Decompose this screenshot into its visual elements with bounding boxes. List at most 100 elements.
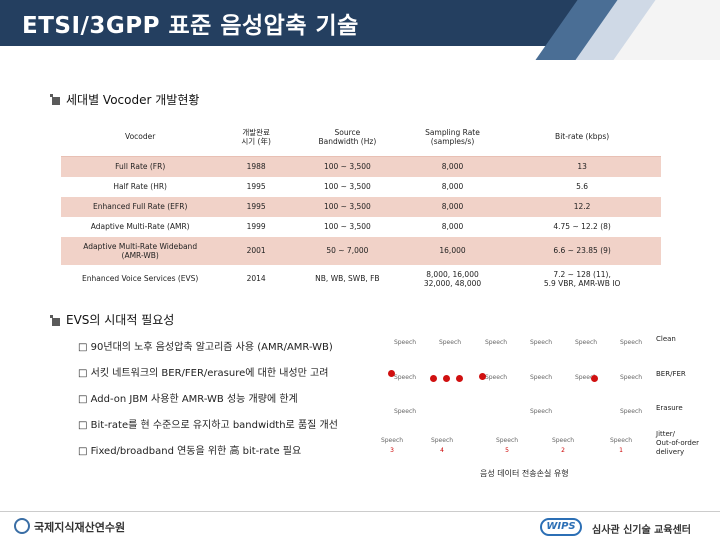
table-cell: 1999 xyxy=(246,222,266,232)
speech-packet: Speech xyxy=(529,339,553,346)
speech-packet: Speech xyxy=(393,339,417,346)
error-dot xyxy=(479,373,486,380)
speech-packet: Speech 4 xyxy=(422,437,462,454)
speech-packet: Speech xyxy=(484,339,508,346)
table-cell: 8,000 xyxy=(441,222,464,232)
vocoder-table: Vocoder 개발완료 시기 (年) Source Bandwidth (Hz… xyxy=(61,118,661,293)
speech-packet: Speech xyxy=(619,408,643,415)
evs-item-text: Bit-rate를 현 수준으로 유지하고 bandwidth로 품질 개선 xyxy=(90,420,338,431)
table-cell: Adaptive Multi-Rate (AMR) xyxy=(90,222,190,232)
table-cell: 12.2 xyxy=(503,197,661,217)
evs-item-text: 90년대의 노후 음성압축 알고리즘 사용 (AMR/AMR-WB) xyxy=(90,342,333,353)
section-title-evs: EVS의 시대적 필요성 xyxy=(66,313,175,327)
footer-org-name: 국제지식재산연수원 xyxy=(34,521,126,534)
table-cell: Enhanced Full Rate (EFR) xyxy=(61,197,220,217)
column-header: Vocoder xyxy=(61,118,220,157)
table-row: Full Rate (FR) 1988 100 ~ 3,500 8,000 13 xyxy=(61,156,661,177)
error-dot xyxy=(443,375,450,382)
speech-packet: Speech xyxy=(484,374,508,381)
speech-packet-label: Speech xyxy=(495,437,519,444)
column-header: Source Bandwidth (Hz) xyxy=(292,118,402,157)
speech-packet: Speech xyxy=(529,408,553,415)
speech-packet: Speech xyxy=(438,339,462,346)
table-cell: 13 xyxy=(503,156,661,177)
error-dot xyxy=(388,370,395,377)
diagram-caption: 음성 데이터 전송손실 유형 xyxy=(480,469,569,478)
column-header: Sampling Rate (samples/s) xyxy=(401,118,504,157)
table-cell: NB, WB, SWB, FB xyxy=(315,274,380,284)
bullet-icon xyxy=(50,315,60,326)
table-row: Half Rate (HR) 1995 100 ~ 3,500 8,000 5.… xyxy=(61,177,661,197)
evs-item-bullet: □ xyxy=(78,342,91,353)
table-row: Adaptive Multi-Rate (AMR) 1999 100 ~ 3,5… xyxy=(61,217,661,237)
error-dot xyxy=(456,375,463,382)
table-header-row: Vocoder 개발완료 시기 (年) Source Bandwidth (Hz… xyxy=(61,118,661,157)
evs-item-text: Add-on JBM 사용한 AMR-WB 성능 개량에 한계 xyxy=(90,394,298,405)
table-cell: 6.6 ~ 23.85 (9) xyxy=(503,237,661,265)
speech-packet: Speech xyxy=(574,339,598,346)
table-cell: 1995 xyxy=(246,182,266,192)
wips-logo: WIPS xyxy=(540,518,582,536)
row-label-jitter: Jitter/ Out-of-order delivery xyxy=(656,430,700,456)
column-header: 개발완료 시기 (年) xyxy=(219,118,293,157)
speech-packet: Speech 5 xyxy=(487,437,527,454)
evs-item-text: 서킷 네트워크의 BER/FER/erasure에 대한 내성만 고려 xyxy=(90,368,329,379)
table-cell: 7.2 ~ 128 (11), 5.9 VBR, AMR-WB IO xyxy=(543,269,621,288)
packet-order-number: 3 xyxy=(390,447,394,454)
speech-packet: Speech xyxy=(619,374,643,381)
table-cell: 8,000 xyxy=(401,197,504,217)
table-cell: 100 ~ 3,500 xyxy=(292,197,402,217)
row-label-erasure: Erasure xyxy=(656,404,683,412)
packet-order-number: 5 xyxy=(505,447,509,454)
table-cell: Adaptive Multi-Rate Wideband (AMR-WB) xyxy=(61,237,220,265)
table-row: Adaptive Multi-Rate Wideband (AMR-WB) 20… xyxy=(61,237,661,265)
speech-packet: Speech 3 xyxy=(372,437,412,454)
evs-item-bullet: □ xyxy=(78,368,91,379)
evs-item-text: Fixed/broadband 연동을 위한 高 bit-rate 필요 xyxy=(90,446,302,457)
column-header: Bit-rate (kbps) xyxy=(503,118,661,157)
footer-center-name: 심사관 신기술 교육센터 xyxy=(592,525,691,536)
table-cell: 8,000, 16,000 32,000, 48,000 xyxy=(423,269,482,288)
evs-item: □ Add-on JBM 사용한 AMR-WB 성능 개량에 한계 xyxy=(78,390,298,405)
evs-item: □ 90년대의 노후 음성압축 알고리즘 사용 (AMR/AMR-WB) xyxy=(78,338,333,353)
table-cell: 2001 xyxy=(219,237,293,265)
packet-order-number: 1 xyxy=(619,447,623,454)
speech-packet-label: Speech xyxy=(551,437,575,444)
evs-item-bullet: □ xyxy=(78,394,91,405)
speech-packet: Speech 2 xyxy=(543,437,583,454)
evs-item-bullet: □ xyxy=(78,446,91,457)
table-cell: 5.6 xyxy=(576,182,589,192)
speech-packet: Speech xyxy=(619,339,643,346)
table-row: Enhanced Full Rate (EFR) 1995 100 ~ 3,50… xyxy=(61,197,661,217)
table-cell: 100 ~ 3,500 xyxy=(292,156,402,177)
speech-packet: Speech xyxy=(393,374,417,381)
footer-divider xyxy=(0,511,720,512)
table-cell: 100 ~ 3,500 xyxy=(323,182,371,192)
kipo-logo-icon xyxy=(14,518,30,534)
packet-order-number: 4 xyxy=(440,447,444,454)
speech-packet-label: Speech xyxy=(380,437,404,444)
evs-item: □ Fixed/broadband 연동을 위한 高 bit-rate 필요 xyxy=(78,442,301,457)
table-cell: Enhanced Voice Services (EVS) xyxy=(82,274,199,284)
evs-item: □ Bit-rate를 현 수준으로 유지하고 bandwidth로 품질 개선 xyxy=(78,416,338,431)
error-dot xyxy=(430,375,437,382)
packet-order-number: 2 xyxy=(561,447,565,454)
table-cell: 1988 xyxy=(219,156,293,177)
table-cell: Half Rate (HR) xyxy=(113,182,167,192)
speech-packet: Speech xyxy=(574,374,598,381)
speech-packet-label: Speech xyxy=(609,437,633,444)
evs-item: □ 서킷 네트워크의 BER/FER/erasure에 대한 내성만 고려 xyxy=(78,364,328,379)
table-cell: 100 ~ 3,500 xyxy=(323,222,371,232)
table-cell: 16,000 xyxy=(401,237,504,265)
row-label-clean: Clean xyxy=(656,335,676,343)
speech-packet-label: Speech xyxy=(430,437,454,444)
table-cell: 1995 xyxy=(219,197,293,217)
table-cell: Full Rate (FR) xyxy=(61,156,220,177)
speech-packet: Speech xyxy=(529,374,553,381)
bullet-icon xyxy=(50,94,60,105)
title-banner: ETSI/3GPP 표준 음성압축 기술 xyxy=(0,0,720,60)
error-dot xyxy=(591,375,598,382)
evs-item-bullet: □ xyxy=(78,420,91,431)
row-label-ber-fer: BER/FER xyxy=(656,370,686,378)
table-cell: 8,000 xyxy=(401,156,504,177)
